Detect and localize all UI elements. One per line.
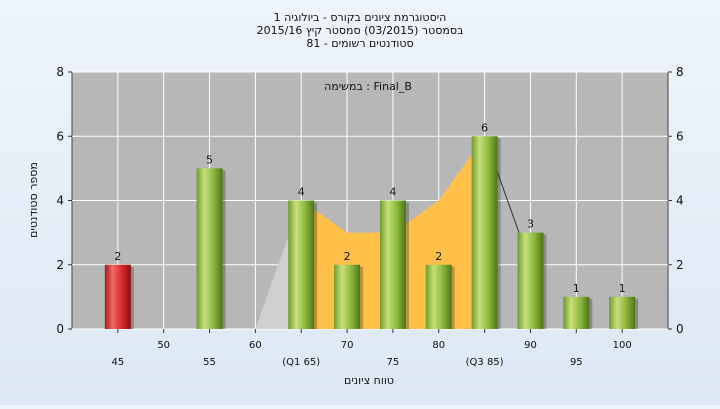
bar-value-labels: 2 5 4 2 4 2 6 3 1 1 [114, 121, 625, 295]
x-tick-label-70: 70 [341, 340, 354, 351]
bar-label-100: 1 [619, 282, 626, 295]
bars [104, 136, 639, 329]
y-tick-label-right-4: 4 [676, 194, 684, 208]
bar-label-80: 2 [435, 250, 442, 263]
y-tick-label-left-0: 0 [56, 322, 64, 336]
chart-title-line-3: 81 - סטודנטים רשומים [306, 37, 413, 50]
x-tick-label-80: 80 [432, 340, 445, 351]
x-tick-label-45: 45 [111, 357, 124, 368]
x-tick-label-85: (Q3 85) [466, 357, 504, 368]
bar-label-75: 4 [389, 186, 396, 199]
bar-75 [379, 200, 406, 329]
bar-label-65: 4 [298, 186, 305, 199]
y-tick-label-right-8: 8 [676, 65, 684, 79]
x-axis-label: טווח ציונים [344, 374, 394, 387]
x-tick-label-100: 100 [613, 340, 632, 351]
y-tick-label-right-6: 6 [676, 129, 684, 143]
y-tick-label-left-4: 4 [56, 194, 64, 208]
x-tick-label-50: 50 [157, 340, 170, 351]
y-axis-right-ticks: 0 2 4 6 8 [668, 65, 684, 336]
x-tick-label-65: (Q1 65) [282, 357, 320, 368]
x-tick-label-95: 95 [570, 357, 583, 368]
bar-55 [196, 168, 223, 329]
bar-label-70: 2 [344, 250, 351, 263]
x-tick-label-75: 75 [387, 357, 400, 368]
bar-65 [288, 200, 315, 329]
x-tick-label-55: 55 [203, 357, 216, 368]
bar-label-55: 5 [206, 153, 213, 166]
y-tick-label-right-0: 0 [676, 322, 684, 336]
x-axis-ticks: 45 50 55 60 (Q1 65) 70 75 80 (Q3 85) 90 95 100 [111, 329, 632, 368]
bar-70 [334, 264, 361, 329]
y-tick-label-left-2: 2 [56, 258, 64, 272]
y-tick-label-left-6: 6 [56, 129, 64, 143]
y-tick-label-right-2: 2 [676, 258, 684, 272]
bar-45 [104, 264, 131, 329]
bar-label-90: 3 [527, 218, 534, 231]
bar-80 [425, 264, 452, 329]
chart-annotation: במשימה : Final_B [324, 80, 412, 93]
bar-label-95: 1 [573, 282, 580, 295]
y-tick-label-left-8: 8 [56, 65, 64, 79]
y-axis-left-ticks: 0 2 4 6 8 [56, 65, 72, 336]
x-tick-label-90: 90 [524, 340, 537, 351]
chart-title-line-2: בסמסטר (03/2015) סמסטר קיץ 2015/16 [257, 24, 464, 37]
y-axis-label: מספר סטודנטים [27, 162, 40, 238]
bar-85 [471, 136, 498, 329]
chart-title-line-1: היסטוגרמת ציונים בקורס - ביולוגיה 1 [274, 11, 447, 24]
bar-label-45: 2 [114, 250, 121, 263]
x-tick-label-60: 60 [249, 340, 262, 351]
bar-90 [517, 232, 544, 329]
bar-95 [563, 296, 590, 329]
bar-100 [609, 296, 636, 329]
bar-label-85: 6 [481, 121, 488, 134]
